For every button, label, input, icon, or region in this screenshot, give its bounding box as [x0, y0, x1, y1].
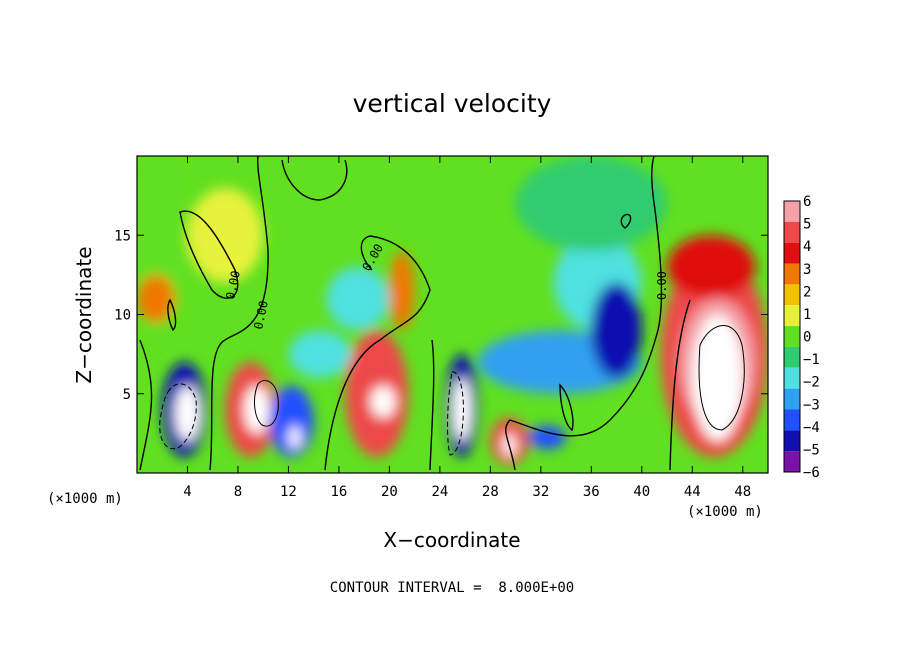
contour-negative [159, 383, 197, 450]
y-tick-label: 5 [123, 387, 131, 403]
x-tick-label: 16 [330, 484, 347, 500]
x-tick-label: 40 [633, 484, 650, 500]
contour-positive [254, 380, 279, 427]
colorbar-swatch [784, 305, 800, 327]
x-tick-label: 48 [734, 484, 751, 500]
y-tick-label: 15 [114, 228, 131, 244]
colorbar-swatch [784, 326, 800, 347]
colorbar: 6 5 4 3 2 1 0 −1 −2 −3 −4 −5 −6 [783, 194, 820, 481]
velocity-cell [692, 314, 743, 442]
velocity-cell [326, 266, 390, 331]
contour-label: 0.00 [223, 269, 243, 300]
velocity-cell [370, 385, 396, 418]
zero-contour [620, 213, 632, 229]
colorbar-label: 5 [803, 217, 811, 233]
zero-contour [559, 383, 574, 432]
contour-negative [447, 371, 464, 456]
x-axis-label: X−coordinate [383, 528, 520, 552]
colorbar-swatch [784, 284, 800, 306]
velocity-cell [187, 187, 264, 283]
colorbar-label: −3 [803, 397, 820, 413]
colorbar-swatch [784, 430, 800, 452]
contour-positive [698, 325, 745, 431]
colorbar-label: −6 [803, 465, 820, 481]
colorbar-swatch [784, 367, 800, 389]
chart-title: vertical velocity [353, 89, 552, 118]
contour-label: 0.00 [655, 271, 669, 300]
colorbar-label: 2 [803, 284, 811, 300]
colorbar-label: 6 [803, 194, 811, 210]
velocity-cell [244, 385, 270, 434]
x-tick-label: 20 [381, 484, 398, 500]
colorbar-swatch [784, 221, 800, 243]
x-tick-label: 12 [280, 484, 297, 500]
velocity-cell [591, 282, 642, 378]
velocity-cell [269, 385, 314, 458]
zero-contour [179, 210, 239, 299]
velocity-cell [667, 235, 756, 299]
colorbar-label: 1 [803, 307, 811, 323]
velocity-cell [389, 251, 415, 331]
x-tick-label: 28 [482, 484, 499, 500]
x-tick-label: 32 [532, 484, 549, 500]
x-tick-label: 44 [684, 484, 701, 500]
colorbar-label: 3 [803, 262, 811, 278]
colorbar-swatch [784, 451, 800, 472]
velocity-cell [515, 156, 668, 252]
colorbar-label: 0 [803, 330, 811, 346]
colorbar-label: 4 [803, 239, 811, 255]
velocity-cell [288, 425, 302, 450]
velocity-cell [174, 385, 201, 442]
contour-interval-note: CONTOUR INTERVAL = 8.000E+00 [330, 580, 574, 596]
contour-label: 0.00 [251, 299, 271, 330]
colorbar-swatch [784, 242, 800, 264]
colorbar-label: −5 [803, 442, 820, 458]
colorbar-swatch [784, 346, 800, 368]
colorbar-label: −2 [803, 375, 820, 391]
colorbar-label: −1 [803, 352, 820, 368]
colorbar-label: −4 [803, 420, 820, 436]
colorbar-swatch [784, 263, 800, 285]
zero-contour [139, 156, 691, 471]
x-axis-unit: (×1000 m) [687, 504, 763, 520]
velocity-cell [137, 274, 175, 323]
zero-contour [281, 159, 348, 201]
x-tick-label: 24 [431, 484, 448, 500]
zero-contour [167, 298, 177, 332]
y-axis-label: Z−coordinate [72, 246, 96, 383]
x-tick-label: 36 [583, 484, 600, 500]
x-tick-label: 8 [234, 484, 242, 500]
velocity-field [137, 156, 768, 473]
x-tick-label: 4 [183, 484, 191, 500]
colorbar-swatch [784, 409, 800, 431]
y-tick-label: 10 [114, 308, 131, 324]
velocity-cell [528, 425, 567, 450]
colorbar-frame [783, 200, 801, 473]
colorbar-swatch [784, 201, 800, 222]
y-axis-unit: (×1000 m) [47, 491, 123, 507]
colorbar-swatch [784, 388, 800, 410]
velocity-cell [452, 377, 472, 442]
velocity-cell [288, 330, 352, 378]
